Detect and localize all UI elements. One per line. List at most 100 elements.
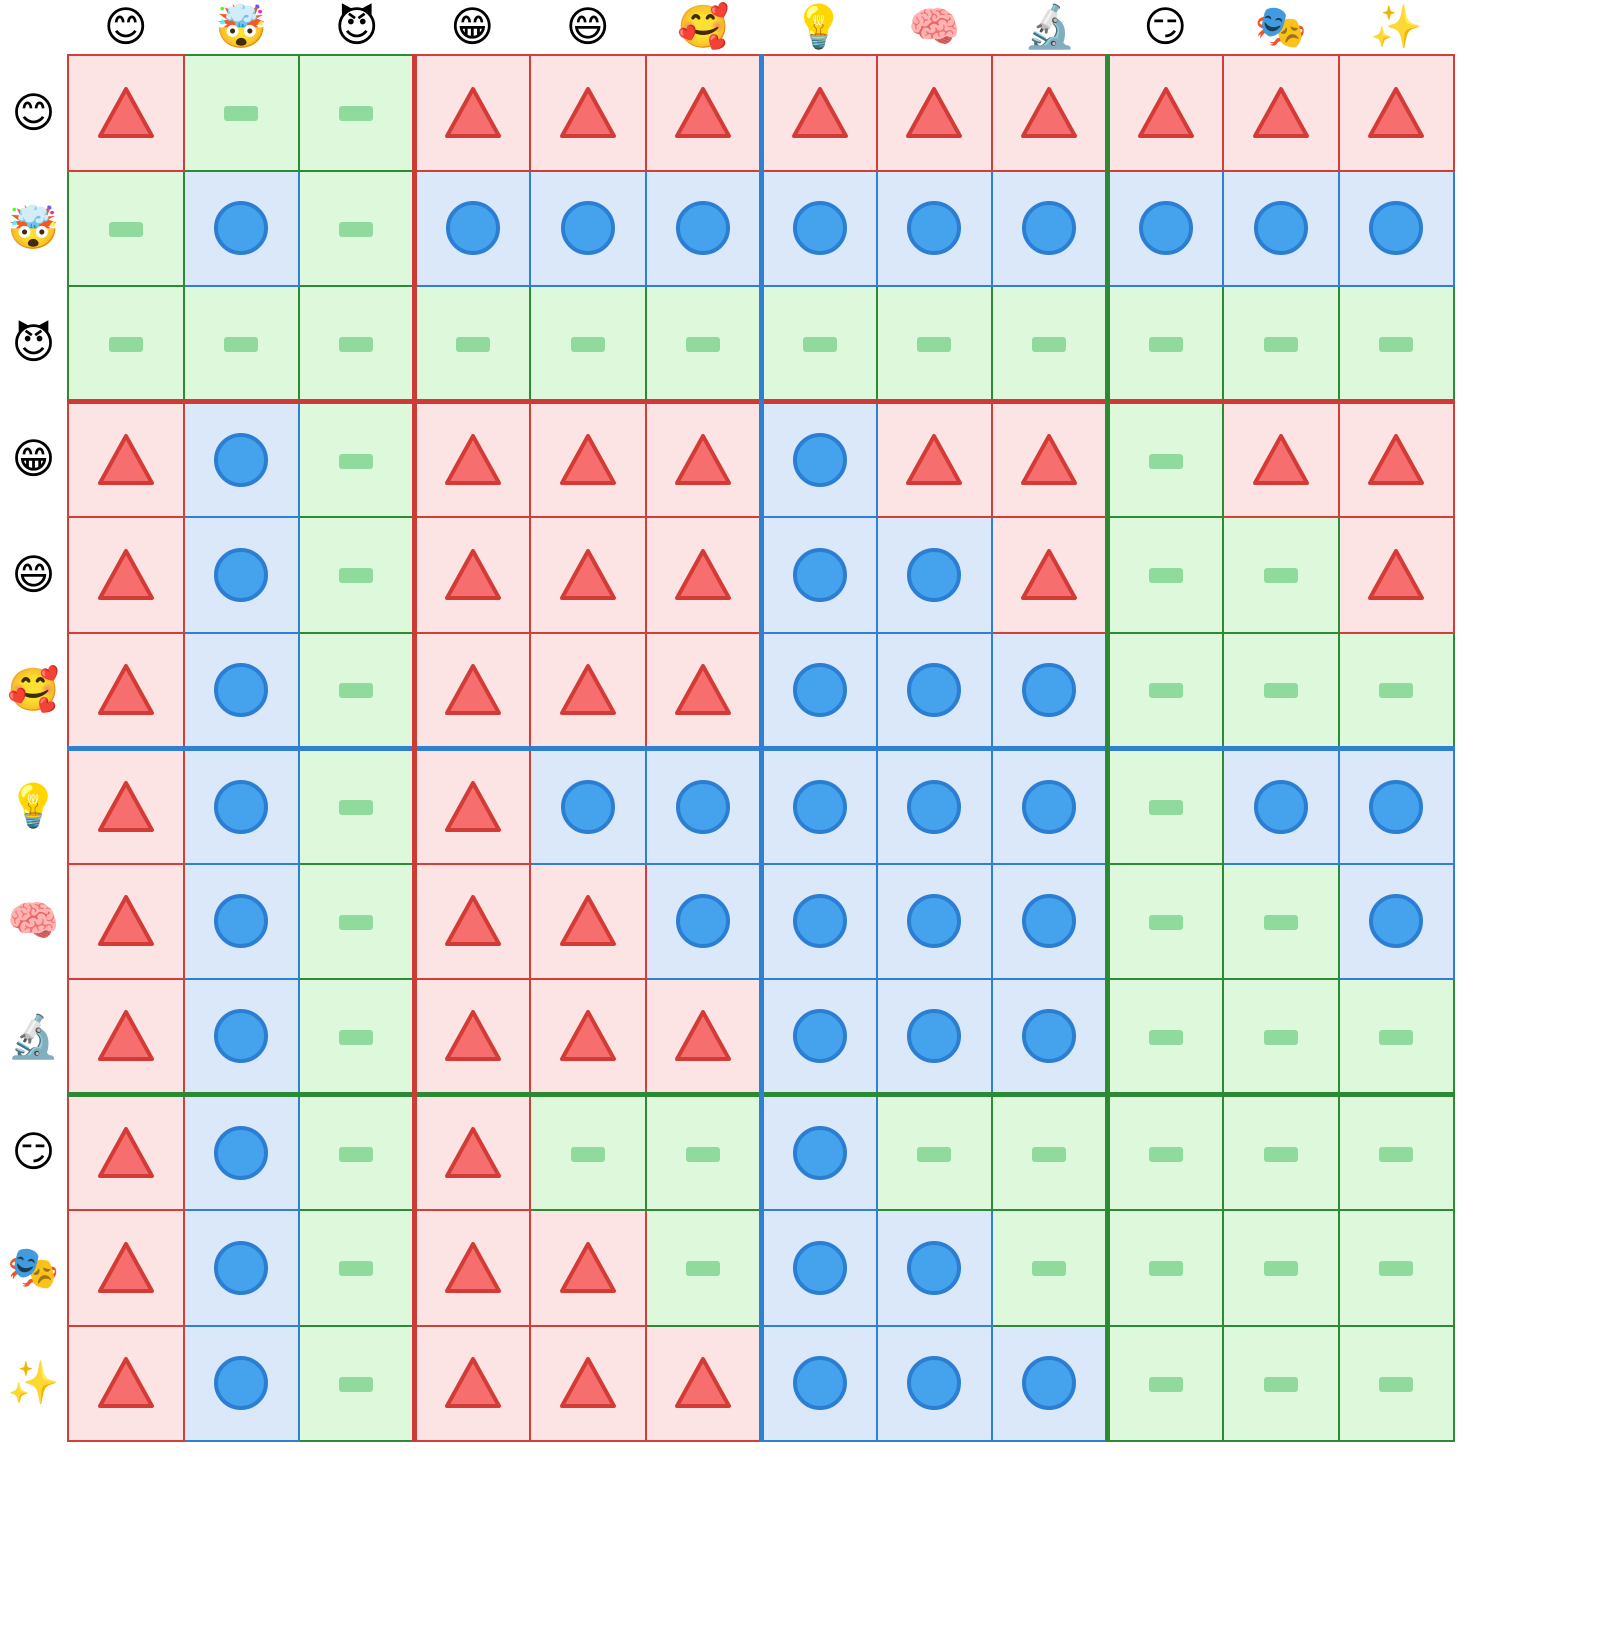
circle-icon (1022, 201, 1076, 256)
dash-icon (339, 1376, 373, 1392)
dash-icon (339, 683, 373, 698)
circle-icon (214, 201, 269, 256)
triangle-up-icon (1021, 86, 1077, 138)
matrix-cell (1222, 862, 1340, 980)
matrix-cell (644, 54, 762, 172)
dash-icon (1263, 1261, 1298, 1277)
circle-icon (1022, 894, 1076, 949)
matrix-cell (1105, 631, 1224, 749)
triangle-up-icon (674, 86, 731, 138)
corner-cell (0, 0, 68, 55)
triangle-up-icon (445, 1241, 501, 1293)
matrix-cell (991, 745, 1109, 865)
matrix-cell (412, 631, 531, 749)
matrix-cell (991, 169, 1109, 287)
dash-icon (1263, 568, 1298, 584)
matrix-cell (991, 54, 1109, 172)
circle-icon (792, 547, 847, 602)
matrix-cell (412, 1324, 531, 1442)
triangle-up-icon (1368, 548, 1425, 600)
matrix-cell (991, 631, 1109, 749)
dash-icon (685, 1261, 720, 1277)
matrix-cell (529, 1092, 647, 1211)
matrix-cell (1337, 978, 1455, 1096)
column-header-exploding-head: 🤯 (183, 0, 299, 55)
matrix-cell (182, 54, 300, 172)
dash-icon (1263, 1029, 1298, 1045)
matrix-cell (758, 1209, 878, 1327)
row-header-smiling-face-with-smiling-eyes: 😊 (0, 55, 68, 171)
dash-icon (1149, 683, 1183, 698)
matrix-cell (1222, 1092, 1340, 1211)
matrix-cell (67, 1324, 185, 1442)
matrix-cell (67, 285, 185, 403)
circle-icon (1022, 1356, 1076, 1411)
matrix-cell (758, 285, 878, 403)
row-header-performing-arts: 🎭 (0, 1210, 68, 1326)
circle-icon (675, 779, 730, 834)
dash-icon (339, 1029, 373, 1045)
triangle-up-icon (1252, 86, 1309, 138)
matrix-cell (1337, 862, 1455, 980)
triangle-up-icon (906, 434, 963, 485)
triangle-up-icon (445, 895, 501, 947)
dash-icon (1149, 800, 1183, 815)
matrix-cell (1105, 745, 1224, 865)
matrix-cell (1222, 516, 1340, 634)
matrix-cell (1222, 1324, 1340, 1442)
column-header-microscope: 🔬 (992, 0, 1108, 55)
matrix-cell (1337, 285, 1455, 403)
dash-icon (1263, 1376, 1298, 1392)
dash-icon (1379, 683, 1414, 698)
circle-icon (792, 779, 847, 834)
column-header-performing-arts: 🎭 (1223, 0, 1339, 55)
circle-icon (1139, 201, 1193, 256)
matrix-cell (182, 862, 300, 980)
matrix-cell (1222, 285, 1340, 403)
circle-icon (907, 1009, 962, 1063)
matrix-cell (1105, 399, 1224, 518)
dash-icon (339, 106, 373, 122)
circle-icon (446, 201, 500, 256)
dash-icon (1263, 914, 1298, 930)
matrix-cell (1105, 169, 1224, 287)
column-header-sparkles: ✨ (1338, 0, 1454, 55)
matrix-cell (412, 54, 531, 172)
circle-icon (214, 1009, 269, 1063)
triangle-up-icon (445, 1357, 501, 1409)
circle-icon (907, 894, 962, 949)
matrix-cell (529, 745, 647, 865)
triangle-up-icon (1368, 86, 1425, 138)
matrix-cell (991, 516, 1109, 634)
dash-icon (685, 336, 720, 352)
matrix-cell (758, 978, 878, 1096)
dash-icon (1032, 1146, 1066, 1162)
triangle-up-icon (97, 895, 154, 947)
matrix-cell (758, 745, 878, 865)
triangle-up-icon (559, 895, 616, 947)
triangle-up-icon (559, 1010, 616, 1061)
matrix-cell (67, 631, 185, 749)
triangle-up-icon (97, 1357, 154, 1409)
triangle-up-icon (1252, 434, 1309, 485)
matrix-cell (182, 516, 300, 634)
matrix-cell (1222, 978, 1340, 1096)
triangle-up-icon (559, 86, 616, 138)
circle-icon (907, 779, 962, 834)
column-header-smiling-face-with-horns: 😈 (299, 0, 415, 55)
matrix-cell (875, 1209, 993, 1327)
matrix-cell (298, 516, 416, 634)
matrix-cell (875, 1092, 993, 1211)
circle-icon (907, 201, 962, 256)
matrix-cell (1337, 1209, 1455, 1327)
dash-icon (685, 1146, 720, 1162)
triangle-up-icon (674, 1010, 731, 1061)
circle-icon (907, 1240, 962, 1295)
matrix-cell (991, 1092, 1109, 1211)
matrix-cell (67, 862, 185, 980)
matrix-cell (1222, 1209, 1340, 1327)
circle-icon (214, 894, 269, 949)
matrix-cell (1222, 399, 1340, 518)
triangle-up-icon (674, 434, 731, 485)
circle-icon (1022, 662, 1076, 717)
